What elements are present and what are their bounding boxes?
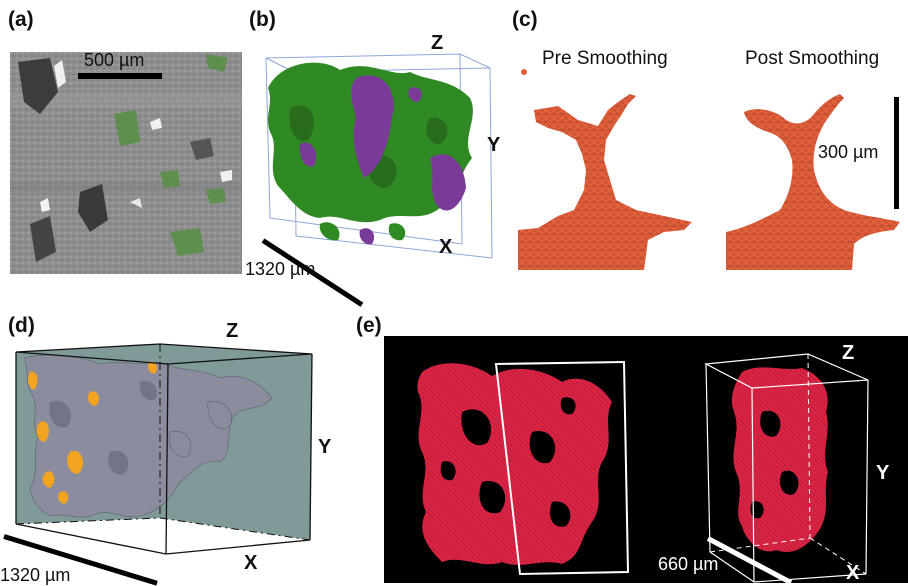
- panel-e-axis-x: X: [846, 562, 860, 584]
- panel-b-axis-y: Y: [487, 134, 501, 156]
- panel-a-label: (a): [8, 8, 34, 31]
- panel-b-volume: [265, 53, 493, 259]
- panel-a: (a) 500 µm: [0, 0, 250, 280]
- panel-c-mesh-pre: [518, 69, 692, 270]
- panel-e-label: (e): [356, 314, 382, 337]
- panel-c-left-title: Pre Smoothing: [542, 48, 668, 69]
- panel-c-scale-bar: [894, 97, 899, 209]
- panel-b-scale-label: 1320 µm: [245, 259, 316, 279]
- panel-a-scale-bar: [78, 73, 162, 79]
- panel-d-label: (d): [8, 314, 35, 337]
- panel-a-scale-label: 500 µm: [84, 50, 145, 70]
- panel-e-volume-right: [703, 353, 869, 583]
- panel-d-axis-y: Y: [318, 436, 332, 458]
- panel-c-mesh-post: [726, 94, 900, 270]
- panel-d: (d): [0, 308, 370, 586]
- panel-c-right-title: Post Smoothing: [745, 48, 880, 69]
- panel-b-axis-z: Z: [431, 32, 444, 54]
- panel-a-micrograph: [10, 52, 242, 274]
- panel-e-axis-y: Y: [876, 462, 890, 484]
- panel-b: (b) Z Y X: [245, 0, 515, 307]
- panel-c: (c) Pre Smoothing Post Smoothing 300 µm: [508, 0, 908, 290]
- panel-e-volume-left: [417, 360, 630, 576]
- panel-b-label: (b): [249, 8, 276, 31]
- panel-d-scale-label: 1320 µm: [0, 565, 71, 585]
- panel-e-scale-label: 660 µm: [658, 554, 719, 574]
- panel-e-axis-z: Z: [842, 342, 855, 364]
- panel-d-axis-x: X: [244, 552, 258, 574]
- panel-c-scale-label: 300 µm: [818, 142, 879, 162]
- panel-d-axis-z: Z: [226, 320, 239, 342]
- panel-e: (e): [352, 308, 908, 585]
- panel-d-volume: [15, 343, 313, 555]
- panel-c-label: (c): [512, 8, 538, 31]
- panel-b-axis-x: X: [439, 236, 453, 258]
